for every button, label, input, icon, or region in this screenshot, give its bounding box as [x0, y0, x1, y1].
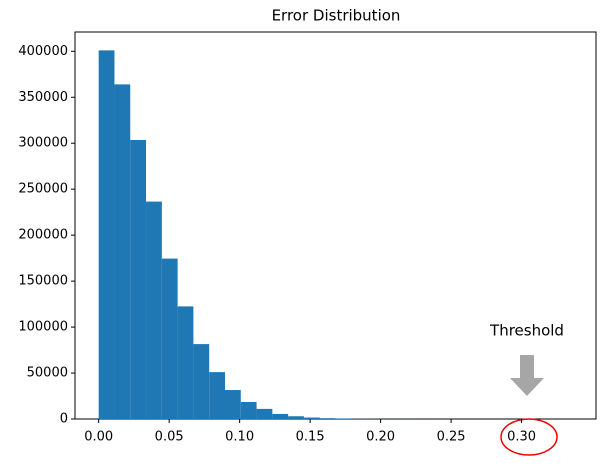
threshold-arrow	[510, 355, 544, 396]
x-tick-label: 0.10	[225, 430, 254, 445]
bar	[114, 84, 131, 420]
y-tick-label: 200000	[18, 228, 68, 243]
x-tick-label: 0.15	[296, 430, 325, 445]
x-tick-label: 0.05	[155, 430, 184, 445]
bar	[288, 416, 304, 419]
x-tick-label: 0.25	[437, 430, 466, 445]
y-tick-label: 100000	[18, 320, 68, 335]
bar	[256, 408, 273, 419]
annotation: Threshold	[489, 322, 564, 340]
bar	[98, 50, 115, 419]
bar	[177, 306, 194, 419]
y-tick-label: 150000	[18, 274, 68, 289]
bar	[193, 344, 210, 419]
bar	[319, 418, 336, 419]
x-tick-label: 0.20	[366, 430, 395, 445]
bar	[303, 417, 320, 419]
x-tick-label: 0.30	[507, 430, 536, 445]
bar	[272, 413, 289, 419]
bar	[224, 390, 241, 419]
bar	[161, 258, 178, 419]
bar	[209, 372, 225, 419]
bar	[146, 201, 162, 419]
chart-title: Error Distribution	[272, 7, 401, 25]
y-tick-label: 400000	[18, 44, 68, 59]
y-tick-label: 250000	[18, 182, 68, 197]
y-tick-label: 350000	[18, 90, 68, 105]
y-tick-label: 50000	[27, 366, 68, 381]
y-tick-label: 0	[60, 412, 68, 427]
bar	[130, 140, 147, 420]
bar	[240, 401, 257, 419]
y-tick-label: 300000	[18, 136, 68, 151]
x-tick-label: 0.00	[84, 430, 113, 445]
